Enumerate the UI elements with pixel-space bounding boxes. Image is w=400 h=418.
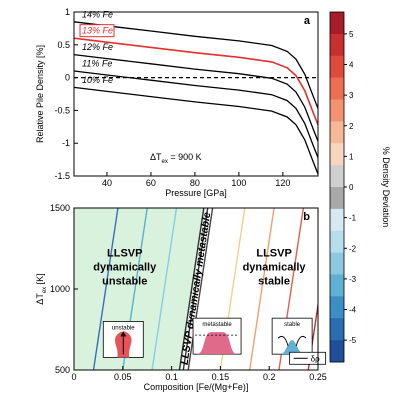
inset-stable-arrow-left [277,335,289,347]
colorbar-band-15 [330,340,344,363]
x-tick-label-b: 0.25 [309,372,327,382]
inset-legend-label: δρ [311,354,320,363]
y-tick-label-a: -1.5 [54,171,70,181]
colorbar-tick-label: 2 [349,122,354,131]
colorbar-band-9 [330,208,344,232]
contour-line-2 [151,208,178,370]
inset-stable-label: stable [284,322,301,328]
y-tick-label-a: 0.5 [57,40,70,50]
y-axis-label-b-subscript: ex [42,287,48,293]
x-tick-label-a: 100 [231,178,246,188]
x-tick-label-a: 120 [275,178,290,188]
x-tick-label-b: 0.2 [263,372,276,382]
x-tick-label-b: 0.15 [212,372,230,382]
colorbar-band-1 [330,33,344,57]
x-tick-label-b: 0.1 [165,372,178,382]
colorbar-tick-label: -4 [349,306,357,315]
colorbar-tick-label: -3 [349,275,357,284]
axes-frame-a [73,11,319,177]
x-axis-label-a: Pressure [GPa] [165,188,227,198]
y-tick-label-a: -1 [62,138,70,148]
colorbar-tick-label: 0 [349,183,354,192]
colorbar-band-14 [330,318,344,341]
colorbar-band-0 [330,12,344,35]
contour-line-5 [187,208,214,370]
inset-stable-pile [280,340,305,355]
inset-metastable-label: metastable [202,322,232,328]
series-label-2: 12% Fe [82,42,113,52]
inset-stable-arrow-right [295,335,307,347]
region-label-stable-1: dynamically [243,262,307,274]
y-axis-label-b-symbol: ΔT [35,293,45,305]
colorbar-band-3 [330,77,344,100]
series-line-2 [73,53,319,142]
series-line-1 [73,37,319,126]
colorbar: 5 4 3 2 1 0 -1 -2 -3 -4 -5 % Density Deviation [329,11,391,363]
colorbar-tick-label: -2 [349,244,357,253]
region-label-unstable-2: unstable [102,276,147,288]
x-tick-label-a: 40 [102,178,112,188]
annotation-delta-t: ΔTex = 900 K [150,152,202,165]
inset-metastable-pile [197,332,238,355]
series-label-4: 10% Fe [82,75,113,85]
colorbar-band-12 [330,274,344,297]
annotation-value: = 900 K [168,152,202,162]
colorbar-tick-label: -1 [349,214,357,223]
series-label-1: 13% Fe [82,26,113,36]
annotation-subscript: ex [162,159,168,165]
series-line-3 [73,70,319,158]
series-label-box-1 [79,24,115,38]
contour-line-4 [182,208,209,370]
colorbar-tick-label: -5 [349,336,357,345]
colorbar-tick-label: 1 [349,152,354,161]
region-label-unstable-1: dynamically [93,262,157,274]
region-label-unstable-0: LLSVP [107,248,142,260]
colorbar-band-5 [330,121,344,144]
x-tick-label-b: 0 [71,372,76,382]
x-tick-label-a: 80 [190,178,200,188]
series-label-0: 14% Fe [82,9,113,19]
region-label-stable-2: stable [258,276,290,288]
colorbar-band-10 [330,230,344,253]
colorbar-label: % Density Deviation [381,147,391,228]
contour-line-7 [248,208,275,370]
y-tick-label-a: 0 [65,73,70,83]
colorbar-band-11 [330,252,344,275]
y-tick-label-b: 1000 [50,284,70,294]
plot-area-a [74,12,318,176]
panel-label-a: a [304,15,311,27]
colorbar-band-7 [330,165,344,188]
contour-line-0 [92,208,119,370]
x-tick-label-a: 60 [146,178,156,188]
panel-a: 14% Fe 13% Fe 12% Fe 11% Fe 10% Fe ΔTex = 900… [35,7,319,198]
colorbar-band-2 [330,55,344,78]
region-label-stable-0: LLSVP [256,248,291,260]
annotation-symbol: ΔT [150,152,162,162]
panel-label-b: b [303,211,310,223]
colorbar-tick-label: 5 [349,30,354,39]
contour-line-3 [178,208,205,370]
y-axis-label-b-unit: [K] [35,273,45,287]
colorbar-band-13 [330,296,344,319]
colorbar-tick-label: 4 [349,61,354,70]
colorbar-band-4 [330,99,344,122]
colorbar-band-8 [330,187,344,210]
y-tick-label-a: 1 [65,7,70,17]
inset-unstable-arrowhead [120,331,127,337]
y-axis-label-a: Relative Pile Density [%] [35,45,45,143]
y-tick-label-b: 1500 [50,203,70,213]
colorbar-tick-label: 3 [349,91,354,100]
inset-unstable-label: unstable [112,325,135,331]
x-axis-label-b: Composition [Fe/(Mg+Fe)] [144,382,249,392]
y-tick-label-a: -0.5 [54,105,70,115]
colorbar-band-6 [330,143,344,166]
series-line-0 [73,21,319,109]
y-axis-label-b: ΔTex [K] [35,273,48,304]
y-tick-label-b: 500 [55,365,70,375]
panel-b: LLSVP dynamically unstable LLSVP dynamically… [35,203,327,392]
x-tick-label-b: 0.05 [114,372,132,382]
series-line-4 [73,86,319,175]
series-label-3: 11% Fe [82,58,112,68]
